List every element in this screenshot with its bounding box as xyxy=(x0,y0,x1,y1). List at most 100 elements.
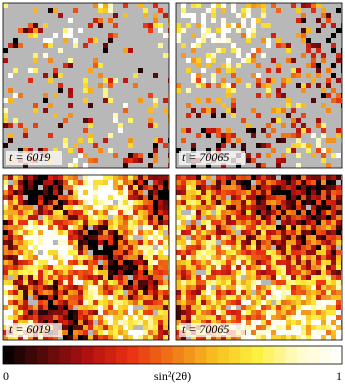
cell xyxy=(226,260,231,265)
cell xyxy=(28,270,33,275)
cell xyxy=(301,53,306,58)
cell xyxy=(148,335,153,340)
cell xyxy=(33,195,38,200)
cell xyxy=(168,195,169,200)
cell xyxy=(331,235,336,240)
cell xyxy=(231,215,236,220)
cell xyxy=(3,180,8,185)
cell xyxy=(196,113,201,118)
cell xyxy=(316,18,321,23)
cell xyxy=(201,295,206,300)
cell xyxy=(281,245,286,250)
cell xyxy=(123,175,128,180)
cell xyxy=(216,260,221,265)
cell xyxy=(321,205,326,210)
cell xyxy=(78,210,83,215)
cell xyxy=(163,290,168,295)
cell xyxy=(251,335,256,340)
cell xyxy=(301,295,306,300)
cell xyxy=(296,103,301,108)
cell xyxy=(321,235,326,240)
cell xyxy=(226,185,231,190)
cell xyxy=(163,330,168,335)
cell xyxy=(186,225,191,230)
cell xyxy=(226,310,231,315)
cell xyxy=(38,285,43,290)
cell xyxy=(191,33,196,38)
cell xyxy=(321,133,326,138)
cell xyxy=(256,295,261,300)
cell xyxy=(256,153,261,158)
cell xyxy=(28,28,33,33)
cell xyxy=(98,275,103,280)
cell xyxy=(158,215,163,220)
cell xyxy=(211,225,216,230)
cell xyxy=(88,190,93,195)
cell xyxy=(8,310,13,315)
cell xyxy=(331,300,336,305)
cell xyxy=(331,195,336,200)
cell xyxy=(211,240,216,245)
cell xyxy=(206,250,211,255)
cell xyxy=(251,240,256,245)
cell xyxy=(158,250,163,255)
cell xyxy=(38,255,43,260)
cell xyxy=(326,18,331,23)
cell xyxy=(201,280,206,285)
cell xyxy=(241,205,246,210)
cell xyxy=(201,275,206,280)
cell xyxy=(93,185,98,190)
cell xyxy=(28,250,33,255)
cell xyxy=(158,220,163,225)
cell xyxy=(286,113,291,118)
cell xyxy=(28,260,33,265)
cell xyxy=(118,290,123,295)
cell xyxy=(138,210,143,215)
cell xyxy=(211,270,216,275)
cell xyxy=(48,215,53,220)
cell xyxy=(286,300,291,305)
cell xyxy=(201,260,206,265)
cell xyxy=(176,260,181,265)
cell xyxy=(108,240,113,245)
cell xyxy=(291,205,296,210)
cell xyxy=(43,290,48,295)
cell xyxy=(176,33,181,38)
cell xyxy=(113,335,118,340)
cell xyxy=(301,190,306,195)
cell xyxy=(38,280,43,285)
cell xyxy=(158,335,163,340)
cell xyxy=(276,138,281,143)
cell xyxy=(236,295,241,300)
cell xyxy=(341,53,342,58)
cell xyxy=(271,205,276,210)
cell xyxy=(341,230,342,235)
cell xyxy=(143,200,148,205)
cell xyxy=(128,245,133,250)
cell xyxy=(201,33,206,38)
cell xyxy=(133,300,138,305)
colorbar-step xyxy=(319,346,331,364)
cell xyxy=(78,320,83,325)
cell xyxy=(43,73,48,78)
cell xyxy=(321,240,326,245)
cell xyxy=(168,215,169,220)
cell xyxy=(63,320,68,325)
cell xyxy=(331,320,336,325)
cell xyxy=(168,200,169,205)
cell xyxy=(88,88,93,93)
cell xyxy=(53,265,58,270)
cell xyxy=(186,185,191,190)
cell xyxy=(186,250,191,255)
cell xyxy=(241,305,246,310)
cell xyxy=(93,240,98,245)
cell xyxy=(18,300,23,305)
cell xyxy=(246,240,251,245)
cell xyxy=(128,153,133,158)
cell xyxy=(168,255,169,260)
cell xyxy=(256,18,261,23)
cell xyxy=(123,325,128,330)
cell xyxy=(296,180,301,185)
cell xyxy=(53,260,58,265)
cell xyxy=(98,63,103,68)
